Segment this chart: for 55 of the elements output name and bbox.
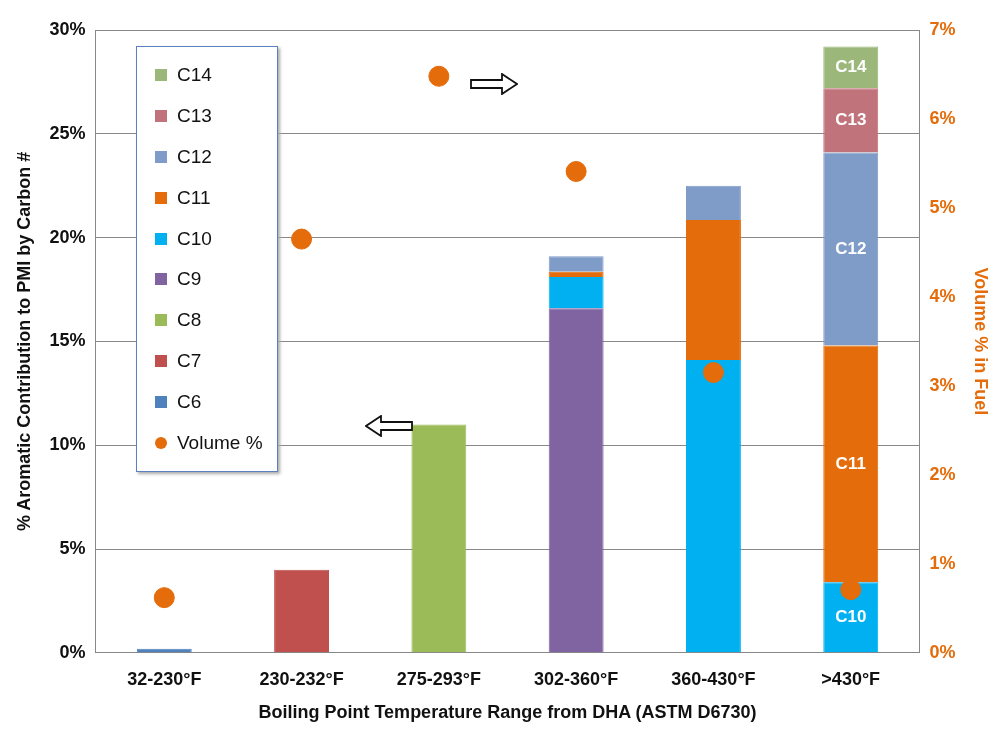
y2-tick-label: 0% bbox=[929, 641, 956, 662]
point bbox=[702, 362, 724, 384]
x-tick-label: 275-293°F bbox=[396, 668, 481, 689]
legend-label: C9 bbox=[177, 268, 202, 291]
x-tick-label: 302-360°F bbox=[534, 668, 619, 689]
x-tick-label: 32-230°F bbox=[127, 668, 202, 689]
legend-label: C13 bbox=[177, 105, 212, 128]
legend-label: C12 bbox=[177, 145, 212, 168]
bar bbox=[548, 271, 604, 278]
legend-label: C10 bbox=[177, 227, 212, 250]
y-tick-label: 25% bbox=[49, 122, 86, 143]
legend-label: C6 bbox=[177, 390, 202, 413]
bar bbox=[548, 256, 604, 272]
y-tick-label: 15% bbox=[49, 330, 86, 351]
data-label: C12 bbox=[835, 238, 867, 258]
legend-label: C11 bbox=[177, 186, 211, 209]
legend-label: C7 bbox=[177, 349, 202, 372]
y-axis-title: % Aromatic Contribution to PMI by Carbon # bbox=[13, 151, 34, 532]
x-tick-label: 230-232°F bbox=[259, 668, 344, 689]
y-tick-label: 10% bbox=[49, 434, 86, 455]
data-label: C13 bbox=[835, 109, 867, 129]
y2-tick-label: 5% bbox=[929, 196, 956, 217]
bar bbox=[685, 360, 741, 653]
bar bbox=[685, 185, 741, 220]
point bbox=[153, 587, 175, 609]
y-tick-label: 20% bbox=[49, 226, 86, 247]
point bbox=[428, 65, 450, 87]
x-tick-label: >430°F bbox=[821, 668, 881, 689]
y2-tick-label: 1% bbox=[929, 552, 956, 573]
point bbox=[840, 579, 862, 601]
y2-tick-label: 6% bbox=[929, 107, 956, 128]
bar bbox=[548, 277, 604, 309]
legend-label: C8 bbox=[177, 309, 202, 332]
bar bbox=[548, 308, 604, 653]
bar bbox=[823, 152, 879, 346]
y-tick-label: 30% bbox=[49, 18, 86, 39]
bar bbox=[823, 88, 879, 153]
y-tick-label: 0% bbox=[59, 641, 86, 662]
point bbox=[291, 228, 313, 250]
y2-tick-label: 7% bbox=[929, 18, 956, 39]
data-label: C11 bbox=[835, 453, 866, 473]
y2-tick-label: 4% bbox=[929, 285, 956, 306]
y2-axis-title: Volume % in Fuel bbox=[971, 267, 992, 416]
data-label: C14 bbox=[835, 57, 867, 77]
point bbox=[565, 160, 587, 182]
legend-label: Volume % bbox=[177, 431, 263, 454]
x-axis-title: Boiling Point Temperature Range from DHA (ASTM D6730) bbox=[258, 702, 757, 723]
legend-label: C14 bbox=[177, 64, 212, 87]
bar bbox=[411, 424, 467, 653]
y2-tick-label: 2% bbox=[929, 463, 956, 484]
y2-tick-label: 3% bbox=[929, 374, 956, 395]
x-tick-label: 360-430°F bbox=[671, 668, 756, 689]
bar bbox=[274, 569, 330, 653]
data-label: C10 bbox=[835, 606, 867, 626]
y-tick-label: 5% bbox=[59, 537, 86, 558]
